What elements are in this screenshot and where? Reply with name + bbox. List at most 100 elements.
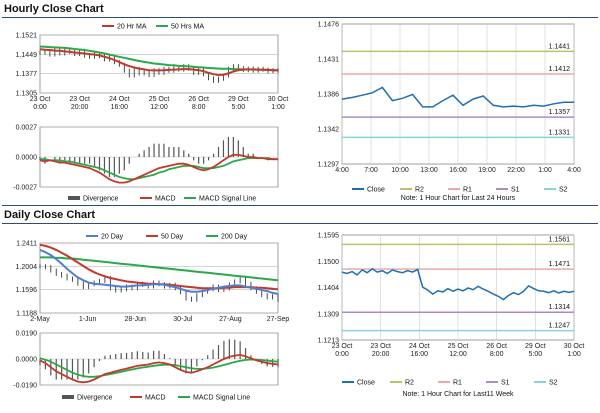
hourly-price-xtick: 25 Oct [149, 96, 170, 103]
daily-levels-xtick: 29 Oct [525, 343, 546, 350]
daily-macd-ytick: -0.0190 [13, 383, 37, 390]
daily-legend-signal: MACD Signal Line [193, 395, 250, 402]
hourly-legend-divergence: Divergence [83, 196, 119, 203]
daily-levels-legend-r2: R2 [405, 380, 414, 387]
hourly-levels-ytick: 1.1342 [318, 127, 340, 134]
hourly-signal-line [40, 157, 278, 181]
daily-levels-xtick: 23 Oct [332, 343, 353, 350]
hourly-levels-xtick: 4:00 [567, 167, 581, 174]
daily-price-xtick: 30-Jul [173, 316, 193, 323]
daily-levels-legend-s2: S2 [549, 380, 558, 387]
hourly-legend-signal: MACD Signal Line [199, 196, 256, 203]
daily-price-xtick: 27-Aug [219, 316, 242, 323]
daily-levels-xtick: 12:00 [449, 351, 467, 358]
hourly-levels-xtick: 16:00 [449, 167, 467, 174]
daily-legend-50day: 50 Day [161, 234, 184, 241]
hourly-price-xtick: 26 Oct [188, 96, 209, 103]
hourly-levels-ytick: 1.1431 [318, 57, 340, 64]
hourly-macd-line [39, 153, 278, 184]
hourly-levels-ytick: 1.1476 [318, 22, 340, 29]
daily-signal-line [39, 357, 279, 378]
daily-levels-legend-close: Close [357, 380, 375, 387]
hourly-level-s2-label: 1.1331 [549, 129, 571, 136]
bottom-divider [2, 223, 598, 224]
daily-level-r2-label: 1.1561 [549, 236, 571, 243]
hourly-levels-legend-s1: S1 [511, 187, 520, 194]
daily-price-ytick: 1.1596 [16, 287, 38, 294]
daily-levels-ytick: 1.1213 [318, 338, 340, 345]
daily-legend-200day: 200 Day [221, 234, 248, 241]
hourly-price-xtick: 23 Oct [30, 96, 51, 103]
hourly-ma50-line [39, 45, 278, 72]
daily-close-line [341, 267, 575, 301]
hourly-price-xtick: 5:00 [232, 104, 246, 111]
hourly-levels-xtick: 4:00 [335, 167, 349, 174]
hourly-level-s1-label: 1.1357 [549, 109, 571, 116]
hourly-legend-ma20: 20 Hr MA [117, 24, 147, 31]
hourly-price-xtick: 0:00 [33, 104, 47, 111]
daily-levels-xtick: 5:00 [529, 351, 543, 358]
daily-legend-divergence: Divergence [77, 395, 113, 402]
hourly-macd-ytick: -0.0027 [13, 185, 37, 192]
daily-levels-ytick: 1.1595 [318, 233, 340, 240]
middle-divider [2, 205, 598, 206]
daily-macd-ytick: 0.0000 [16, 357, 38, 364]
daily-price-frame [39, 242, 279, 314]
hourly-levels-xtick: 1:00 [538, 167, 552, 174]
daily-legend-20day: 20 Day [101, 234, 124, 241]
daily-level-r1-label: 1.1471 [549, 261, 571, 268]
daily-ma20-line [39, 248, 279, 295]
daily-level-s1-label: 1.1314 [549, 304, 571, 311]
hourly-price-ytick: 1.1521 [16, 33, 38, 40]
daily-price-xtick: 1-Jun [79, 316, 97, 323]
hourly-price-xtick: 29 Oct [228, 96, 249, 103]
hourly-levels-note: Note: 1 Hour Chart for Last 24 Hours [401, 195, 516, 202]
daily-levels-xtick: 23 Oct [370, 343, 391, 350]
daily-levels-xtick: 20:00 [372, 351, 390, 358]
daily-levels-ytick: 1.1309 [318, 311, 340, 318]
hourly-levels-ytick: 1.1386 [318, 92, 340, 99]
hourly-levels-xtick: 22:00 [507, 167, 525, 174]
hourly-ma20-line [39, 48, 279, 77]
hourly-section-title: Hourly Close Chart [4, 3, 104, 15]
hourly-price-xtick: 30 Oct [268, 96, 289, 103]
daily-price-ytick: 1.2004 [16, 264, 38, 271]
hourly-levels-xtick: 13:00 [420, 167, 438, 174]
hourly-price-xtick: 1:00 [271, 104, 285, 111]
daily-section-title: Daily Close Chart [4, 209, 96, 221]
hourly-levels-ytick: 1.1297 [318, 162, 340, 169]
hourly-price-ytick: 1.1305 [16, 91, 38, 98]
hourly-price-xtick: 8:00 [192, 104, 206, 111]
hourly-price-xtick: 23 Oct [69, 96, 90, 103]
daily-ma200-line [40, 256, 279, 282]
hourly-close-line [341, 86, 574, 108]
daily-level-s2-label: 1.1247 [549, 323, 571, 330]
daily-levels-legend-s1: S1 [501, 380, 510, 387]
hourly-legend-macd: MACD [155, 196, 176, 203]
daily-price-xtick: 2-May [30, 316, 50, 323]
daily-legend-macd: MACD [145, 395, 166, 402]
daily-levels-ytick: 1.1500 [318, 259, 340, 266]
hourly-levels-xtick: 7:00 [364, 167, 378, 174]
hourly-price-xtick: 20:00 [71, 104, 89, 111]
hourly-levels-legend-s2: S2 [559, 187, 568, 194]
hourly-levels-legend-close: Close [367, 187, 385, 194]
daily-price-xtick: 27-Sep [267, 316, 290, 323]
daily-macd-line [39, 353, 279, 384]
daily-levels-note: Note: 1 Hour Chart for Last11 Week [402, 391, 514, 398]
daily-price-xtick: 28-Jun [124, 316, 146, 323]
hourly-price-xtick: 12:00 [150, 104, 168, 111]
daily-macd-ytick: 0.0190 [16, 331, 38, 338]
daily-levels-xtick: 1:00 [567, 351, 581, 358]
daily-levels-xtick: 30 Oct [564, 343, 585, 350]
hourly-price-xtick: 24 Oct [109, 96, 130, 103]
daily-levels-ytick: 1.1404 [318, 285, 340, 292]
hourly-macd-ytick: 0.0000 [16, 155, 38, 162]
hourly-price-ytick: 1.1449 [16, 52, 38, 59]
hourly-level-r2-label: 1.1441 [549, 43, 571, 50]
daily-price-ytick: 1.2411 [16, 241, 37, 248]
daily-levels-xtick: 26 Oct [486, 343, 507, 350]
hourly-levels-legend-r2: R2 [415, 187, 424, 194]
hourly-macd-ytick: 0.0027 [16, 125, 38, 132]
